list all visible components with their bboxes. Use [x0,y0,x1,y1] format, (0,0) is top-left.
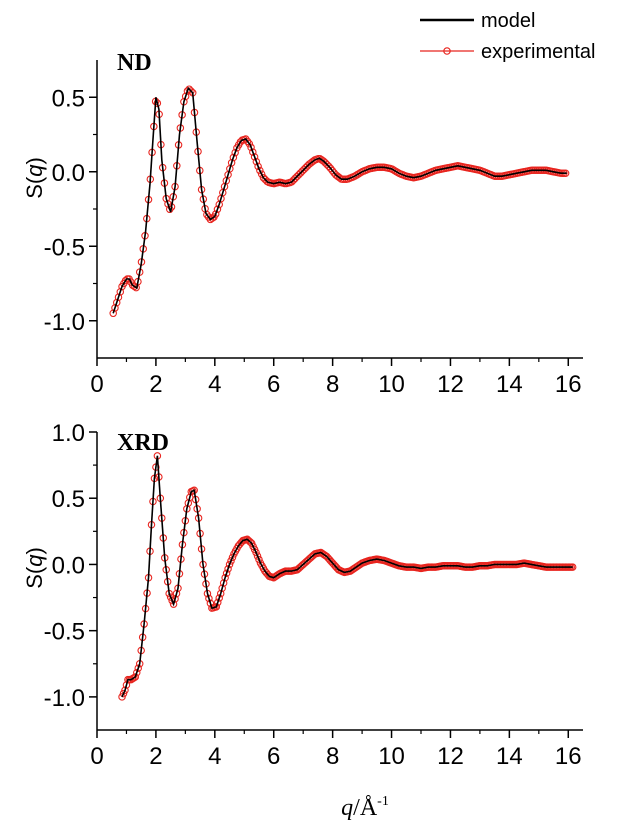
nd-experimental-point [227,159,236,167]
xrd-experimental-point [172,589,181,598]
xrd-experimental-markers [118,452,577,701]
xrd-experimental-point [169,600,178,608]
xrd-experimental-point [214,598,222,607]
xrd-experimental-point [221,573,229,582]
xrd-experimental-point [121,686,129,695]
xrd-experimental-point [227,557,235,565]
nd-experimental-point [109,309,117,318]
xrd-experimental-point [253,552,262,560]
nd-y-tick-label: 0.5 [52,85,85,112]
nd-panel: 0 2 4 6 8 10 12 14 16 -1.0 -0.5 0.0 0.5 ND [44,50,583,398]
xrd-x-tick-label: 4 [208,743,221,770]
nd-experimental-point [116,288,125,296]
nd-panel-title: ND [117,50,152,76]
xrd-experimental-point [225,560,234,569]
nd-y-tick-label: 0.0 [52,160,85,187]
nd-experimental-point [181,92,190,101]
nd-experimental-point [335,173,344,182]
nd-experimental-point [257,170,266,178]
xrd-x-tick-label: 6 [267,743,280,770]
nd-x-tick-label: 10 [378,371,405,398]
nd-model-line [112,86,567,314]
xrd-experimental-point [134,664,142,672]
xrd-experimental-point [252,548,260,557]
xrd-y-tick-label: -0.5 [44,619,85,646]
xrd-x-tick-label: 14 [496,743,523,770]
xrd-panel-title: XRD [117,430,169,456]
nd-x-tick-label: 8 [326,371,339,398]
xrd-experimental-point [212,603,221,611]
legend: model experimental [420,10,596,63]
xrd-experimental-point [255,555,263,564]
nd-y-tick-label: -1.0 [44,309,85,336]
y-axis-label-bottom: S(q) [22,547,47,589]
xrd-x-tick-label: 16 [555,743,582,770]
xrd-experimental-point [215,594,223,602]
xrd-experimental-point [222,569,231,578]
nd-experimental-point [256,166,264,175]
x-axis-label: q/Å-1 [341,794,389,821]
nd-x-tick-label: 4 [208,371,221,398]
xrd-x-tick-label: 8 [326,743,339,770]
xrd-x-tick-label: 10 [378,743,405,770]
legend-experimental-marker [443,47,451,55]
nd-x-tick-label: 16 [555,371,582,398]
legend-model-label: model [481,10,535,32]
nd-experimental-point [245,139,254,148]
nd-x-tick-label: 12 [437,371,464,398]
nd-experimental-point [254,162,262,171]
xrd-y-tick-label: 0.0 [52,552,85,579]
xrd-model-line [121,455,573,698]
nd-experimental-point [247,143,255,152]
xrd-experimental-point [166,593,175,601]
xrd-experimental-point [216,589,225,598]
xrd-y-tick-label: 1.0 [52,420,85,447]
nd-experimental-point [249,148,257,156]
nd-experimental-point [111,304,119,312]
xrd-y-tick-label: 0.5 [52,486,85,513]
xrd-experimental-point [133,668,141,677]
xrd-experimental-point [228,553,237,562]
xrd-experimental-point [205,594,213,603]
xrd-y-tick-label: -1.0 [44,685,85,712]
y-axis-label-top: S(q) [22,157,47,199]
nd-experimental-point [250,153,259,161]
nd-experimental-point [112,298,121,307]
nd-experimental-point [252,157,261,166]
nd-experimental-point [326,164,335,173]
xrd-x-tick-label: 2 [149,743,162,770]
nd-experimental-point [213,205,222,214]
nd-experimental-markers [109,85,570,318]
xrd-experimental-point [131,673,140,681]
nd-x-tick-label: 14 [496,371,523,398]
xrd-experimental-point [218,584,226,593]
xrd-experimental-point [219,579,228,587]
legend-experimental-label: experimental [481,41,596,63]
nd-experimental-point [229,153,238,162]
nd-x-tick-label: 2 [149,371,162,398]
xrd-x-tick-label: 12 [437,743,464,770]
nd-x-tick-label: 0 [90,371,103,398]
nd-experimental-point [121,276,130,285]
nd-experimental-point [211,210,220,218]
nd-y-tick-label: -0.5 [44,234,85,261]
xrd-experimental-point [224,565,232,573]
xrd-panel: 0 2 4 6 8 10 12 14 16 -1.0 -0.5 0.0 0.5 1.0 XRD [44,420,583,770]
nd-x-tick-label: 6 [267,371,280,398]
nd-experimental-point [114,293,123,301]
xrd-x-tick-label: 0 [90,743,103,770]
nd-experimental-point [231,148,239,157]
